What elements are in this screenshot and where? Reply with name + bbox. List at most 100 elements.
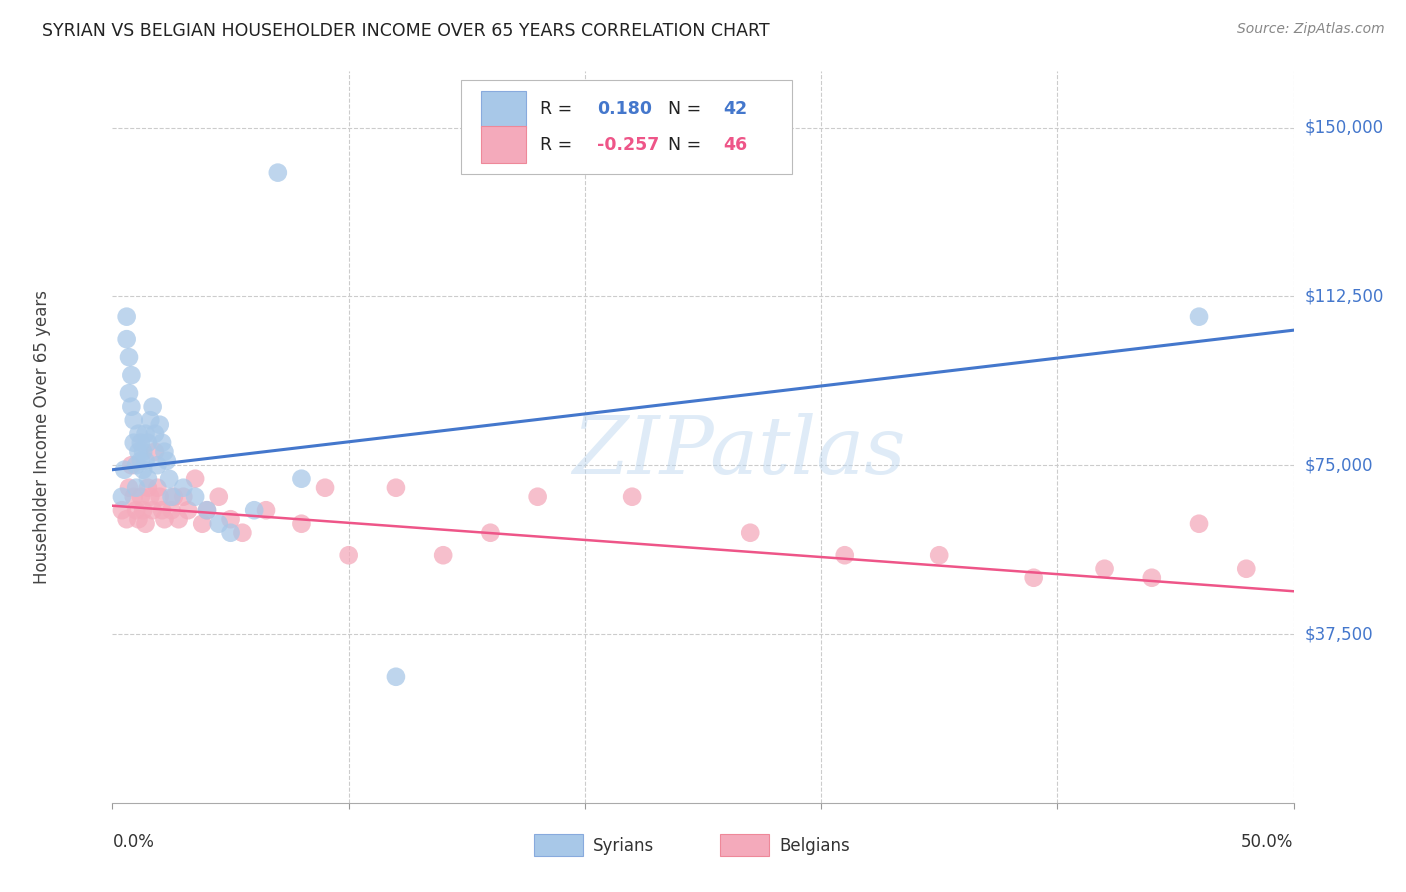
Point xyxy=(243,503,266,517)
Point xyxy=(208,490,231,504)
Point xyxy=(146,481,169,495)
Point xyxy=(125,503,148,517)
Point xyxy=(167,512,190,526)
Point xyxy=(120,368,142,383)
Point xyxy=(928,548,950,562)
Point xyxy=(118,481,141,495)
Text: R =: R = xyxy=(540,101,578,119)
Point xyxy=(231,525,253,540)
Point xyxy=(135,426,157,441)
Point xyxy=(157,472,180,486)
Point xyxy=(160,490,183,504)
Point xyxy=(526,490,548,504)
Point xyxy=(127,444,149,458)
Point xyxy=(1188,310,1211,324)
Point xyxy=(432,548,454,562)
Point xyxy=(385,481,408,495)
Point xyxy=(834,548,856,562)
Point xyxy=(208,516,231,531)
Text: N =: N = xyxy=(668,101,706,119)
Point xyxy=(111,503,134,517)
Point xyxy=(184,490,207,504)
Text: $37,500: $37,500 xyxy=(1305,625,1374,643)
Point xyxy=(1188,516,1211,531)
Text: 0.0%: 0.0% xyxy=(112,833,155,851)
Point xyxy=(112,463,135,477)
Text: $75,000: $75,000 xyxy=(1305,456,1374,475)
Point xyxy=(125,458,148,473)
Text: Householder Income Over 65 years: Householder Income Over 65 years xyxy=(32,290,51,584)
Point xyxy=(129,453,152,467)
Text: Syrians: Syrians xyxy=(593,837,655,855)
Point xyxy=(740,525,762,540)
Point xyxy=(143,426,166,441)
Point xyxy=(219,525,242,540)
Point xyxy=(172,490,194,504)
Text: -0.257: -0.257 xyxy=(596,136,659,153)
Text: 46: 46 xyxy=(723,136,747,153)
Point xyxy=(118,386,141,401)
Text: $112,500: $112,500 xyxy=(1305,287,1384,305)
Point xyxy=(149,417,172,432)
Text: Source: ZipAtlas.com: Source: ZipAtlas.com xyxy=(1237,22,1385,37)
Point xyxy=(385,670,408,684)
Point xyxy=(136,435,159,450)
Point xyxy=(195,503,218,517)
Point xyxy=(111,490,134,504)
Point xyxy=(115,310,138,324)
Point xyxy=(132,444,155,458)
Point xyxy=(172,481,194,495)
Point xyxy=(115,332,138,346)
Point xyxy=(122,413,145,427)
Point xyxy=(129,435,152,450)
Text: R =: R = xyxy=(540,136,578,153)
FancyBboxPatch shape xyxy=(481,91,526,128)
Point xyxy=(143,444,166,458)
Point xyxy=(118,350,141,364)
FancyBboxPatch shape xyxy=(461,80,792,174)
Point xyxy=(163,490,186,504)
Text: SYRIAN VS BELGIAN HOUSEHOLDER INCOME OVER 65 YEARS CORRELATION CHART: SYRIAN VS BELGIAN HOUSEHOLDER INCOME OVE… xyxy=(42,22,770,40)
Point xyxy=(127,426,149,441)
Point xyxy=(149,490,172,504)
Point xyxy=(160,503,183,517)
Text: 50.0%: 50.0% xyxy=(1241,833,1294,851)
Point xyxy=(479,525,502,540)
Point xyxy=(1234,562,1257,576)
Point xyxy=(150,503,173,517)
Point xyxy=(122,490,145,504)
Point xyxy=(135,516,157,531)
Point xyxy=(177,503,200,517)
Text: ZIPatlas: ZIPatlas xyxy=(572,413,905,491)
Point xyxy=(267,166,290,180)
Point xyxy=(142,503,165,517)
Point xyxy=(195,503,218,517)
Point xyxy=(153,512,176,526)
Point xyxy=(136,472,159,486)
Point xyxy=(290,516,312,531)
Point xyxy=(139,413,162,427)
Text: N =: N = xyxy=(668,136,706,153)
Text: 42: 42 xyxy=(723,101,747,119)
Point xyxy=(621,490,644,504)
Text: $150,000: $150,000 xyxy=(1305,119,1384,136)
Point xyxy=(184,472,207,486)
Text: Belgians: Belgians xyxy=(779,837,849,855)
Point xyxy=(1094,562,1116,576)
Point xyxy=(120,400,142,414)
Point xyxy=(146,458,169,473)
Point xyxy=(115,512,138,526)
Point xyxy=(127,512,149,526)
Point xyxy=(254,503,277,517)
Point xyxy=(156,453,179,467)
Point xyxy=(132,463,155,477)
Point xyxy=(1022,571,1045,585)
Text: 0.180: 0.180 xyxy=(596,101,652,119)
FancyBboxPatch shape xyxy=(481,126,526,162)
Point xyxy=(142,400,165,414)
Point xyxy=(337,548,360,562)
Point xyxy=(314,481,336,495)
Point xyxy=(125,481,148,495)
Point xyxy=(139,490,162,504)
Point xyxy=(219,512,242,526)
